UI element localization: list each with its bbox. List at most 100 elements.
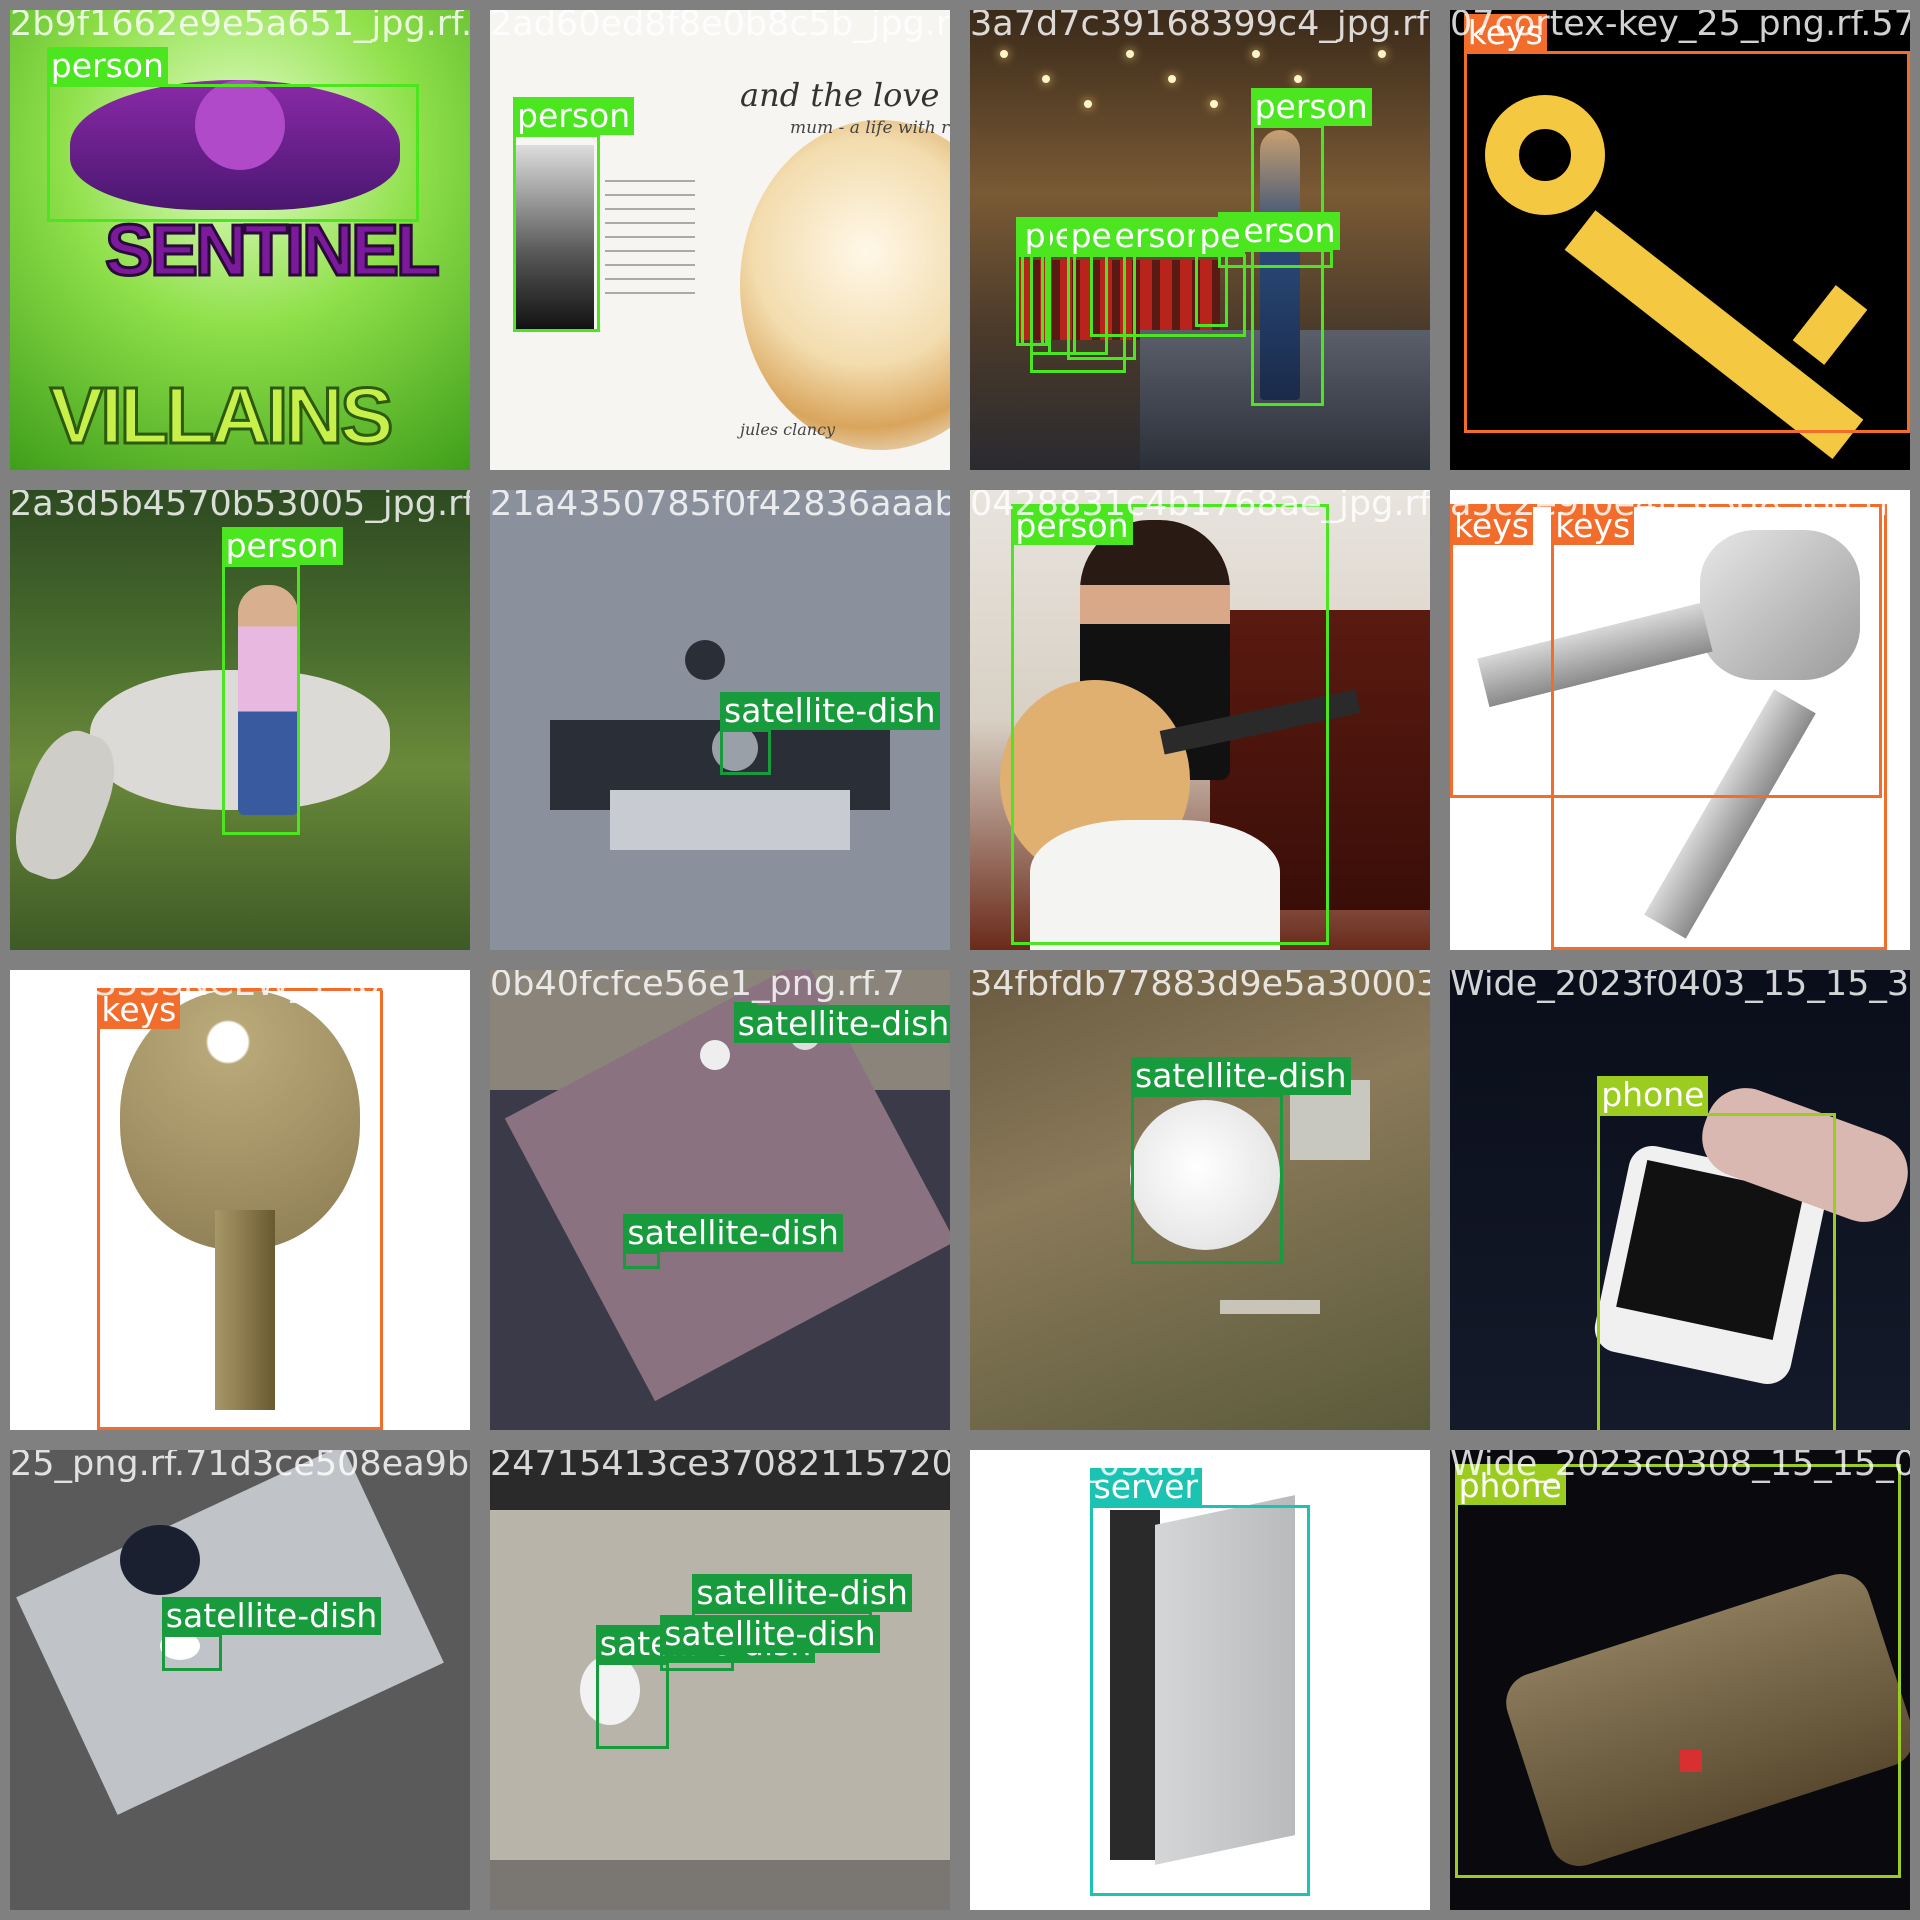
image-tile: 0428831c4b1768ae_jpg.rf.55person [970,490,1430,950]
tile-image [10,970,470,1430]
tile-image [1450,10,1910,470]
path [1220,1300,1320,1314]
tile-image: and the love is free mum - a life with re… [490,10,950,470]
ceiling-light [1126,50,1134,58]
image-tile: 25_png.rf.71d3ce508ea9bc29satellite-dish [10,1450,470,1910]
red-dot [1680,1750,1702,1772]
key-blade [215,1210,275,1410]
ceiling-light [1378,50,1386,58]
bounding-box: server [1089,1468,1311,1897]
big-dish [1130,1100,1280,1250]
ceiling-light [1042,75,1050,83]
comic-title-top: SENTINEL [103,210,441,293]
bounding-box: satellite-dish [733,1002,950,1044]
box-label: phone [1454,1466,1566,1505]
image-tile: Wide_2023f0403_15_15_30_ phone [1450,970,1910,1430]
bounding-box: satellite-dish [595,1624,816,1749]
image-tile: SENTINELVILLAINS2b9f1662e9e5a651_jpg.rf.… [10,10,470,470]
white-dress [1030,820,1280,950]
image-tile: 0b40fcfce56e1_png.rf.7 satellite-dish sate… [490,970,950,1430]
bounding-box: satellite-dish [623,1213,843,1269]
box-label: keys [1450,506,1533,545]
pie-image [740,120,950,450]
box-label: person [1011,506,1133,545]
audience [1020,260,1220,340]
bounding-box: phone [1597,1075,1837,1430]
image-tile: 34fbfdb77883d9e5a3000378_jpg.rf.2satelli… [970,970,1430,1430]
bounding-box: person [513,97,635,332]
box-label: person [1250,88,1372,126]
tile-image [490,970,950,1430]
book-subtitle: mum - a life with recipes [790,118,950,138]
bounding-box: satellite-dish [720,692,940,776]
tile-image [10,490,470,950]
tile-image: SENTINEL VILLAINS [10,10,470,470]
bounding-box: pe [1195,216,1245,328]
tile-image [970,490,1430,950]
tile-image [970,970,1430,1430]
box-label: person [513,97,635,136]
image-tile: 2a3d5b4570b53005_jpg.rf.4921person [10,490,470,950]
tile-image [1450,1450,1910,1910]
bounding-box: keys [1463,14,1910,434]
book-title: and the love is free [740,76,950,114]
bounding-box: keys [1551,503,1887,950]
image-tile: and the love is free mum - a life with re… [490,10,950,470]
box-label: p [1020,216,1050,255]
roof-strip [490,1450,950,1510]
image-tile: 3a7d7c39168399c4_jpg.rf.f54personpersonp… [970,10,1430,470]
pavement [490,1860,950,1910]
box-label: keys [1463,14,1547,53]
bounding-box: satellite-dish [660,1615,880,1671]
bounding-box: p [1020,216,1050,346]
server-front [1110,1510,1160,1860]
bounding-box: person [1011,503,1329,946]
tile-image [970,1450,1430,1910]
ceiling-light [1084,100,1092,108]
box-label: satellite-dish [692,1574,912,1612]
box-label: keys [97,991,181,1030]
villain-head [195,80,285,170]
box-label: server [1089,1468,1203,1507]
dark-disc [685,640,725,680]
tile-image [1450,490,1910,950]
ceiling-light [1294,75,1302,83]
box-label: satellite-dish [720,692,940,731]
box-label: phone [1597,1075,1709,1114]
box-label: person [46,46,168,85]
image-tile: server_03d8f0ba_jpg.rf.23028eserver [970,1450,1430,1910]
bounding-box: keys [1450,503,1883,799]
ceiling-light [1168,75,1176,83]
image-tile: Wide_2023c0308_15_15_04_ phone [1450,1450,1910,1910]
box-label: keys [1551,506,1635,545]
key-bow [120,990,360,1250]
dish-big [580,1655,640,1725]
dish-a [700,1040,730,1070]
box-label: satellite-dish [161,1597,382,1635]
roof-white [610,790,850,850]
book-author: jules clancy [740,420,836,439]
ceiling-light [1252,50,1260,58]
dark-pool [120,1525,200,1595]
image-tile: a5c2e9f0e4b5f3d8_jpg.rf.127keyskeys [1450,490,1910,950]
bounding-box: phone [1454,1463,1901,1878]
dish-round [712,725,758,771]
key-head [1700,530,1860,680]
ceiling-light [1210,100,1218,108]
bounding-box: satellite-dish [161,1597,382,1671]
box-label: pe [1195,216,1245,255]
box-label: pe [1066,216,1116,255]
bounding-box: pe [1066,216,1136,360]
portrait-photo [514,145,594,330]
bounding-box: person [221,526,343,835]
rider [238,585,298,815]
image-tile: 24715413ce3708211572028csatellite-dishsa… [490,1450,950,1910]
bounding-box: keys [97,988,383,1430]
bounding-box: person [46,46,420,222]
box-label: satellite-dish [623,1213,843,1252]
box-label: satellite-dish [1131,1057,1351,1096]
tile-image [490,1450,950,1910]
text-lines [605,180,695,300]
box-label: satellite-dish [733,1005,950,1044]
